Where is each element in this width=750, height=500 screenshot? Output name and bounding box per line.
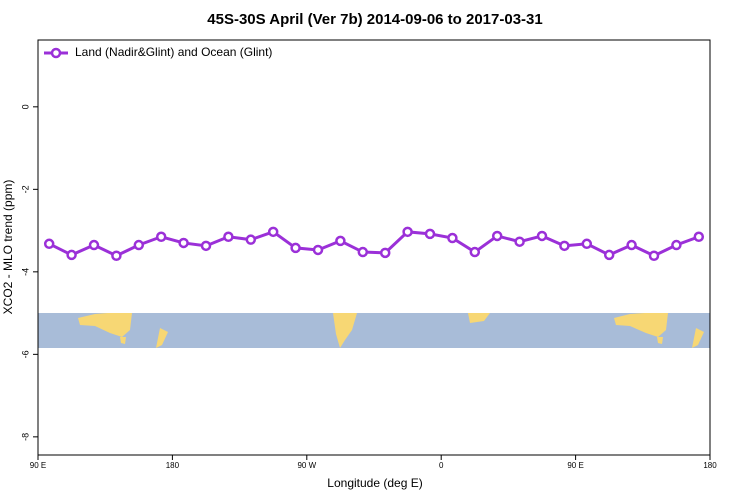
point bbox=[402, 226, 413, 238]
point bbox=[223, 231, 234, 243]
legend-label: Land (Nadir&Glint) and Ocean (Glint) bbox=[75, 45, 272, 59]
chart-title: 45S-30S April (Ver 7b) 2014-09-06 to 201… bbox=[207, 11, 542, 28]
point bbox=[648, 250, 660, 262]
point bbox=[581, 238, 593, 250]
point bbox=[200, 240, 212, 252]
point bbox=[626, 239, 637, 251]
plot-frame bbox=[37, 39, 711, 456]
point bbox=[693, 231, 705, 243]
point bbox=[603, 249, 615, 261]
x-tick-label: 90 E bbox=[30, 461, 46, 470]
point bbox=[671, 239, 682, 251]
y-tick-label: -2 bbox=[20, 185, 30, 193]
point bbox=[178, 237, 189, 249]
point bbox=[155, 231, 167, 243]
map-strip bbox=[38, 313, 710, 348]
y-tick-label: -6 bbox=[20, 350, 30, 358]
x-tick-label: 90 W bbox=[297, 461, 316, 470]
series-line bbox=[48, 230, 700, 258]
point bbox=[312, 244, 324, 256]
y-tick-label: -4 bbox=[20, 268, 30, 276]
point bbox=[133, 239, 145, 251]
point bbox=[379, 247, 391, 259]
point bbox=[88, 239, 100, 251]
point bbox=[357, 246, 369, 258]
point bbox=[267, 226, 279, 238]
y-tick-label: -8 bbox=[20, 433, 30, 441]
point bbox=[43, 238, 55, 250]
x-tick-label: 180 bbox=[703, 461, 717, 470]
point bbox=[536, 230, 548, 242]
point bbox=[335, 235, 346, 247]
point bbox=[491, 230, 503, 242]
y-tick-label: 0 bbox=[20, 104, 30, 109]
y-axis-label: XCO2 - MLO trend (ppm) bbox=[1, 180, 15, 315]
point bbox=[559, 240, 570, 252]
point bbox=[66, 249, 77, 261]
point bbox=[447, 232, 458, 244]
x-tick-label: 180 bbox=[166, 461, 180, 470]
point bbox=[290, 242, 301, 254]
x-tick-label: 0 bbox=[439, 461, 444, 470]
legend-marker bbox=[50, 47, 62, 59]
point bbox=[424, 228, 436, 240]
x-axis-label: Longitude (deg E) bbox=[327, 476, 422, 490]
point bbox=[111, 250, 122, 262]
point bbox=[469, 246, 481, 258]
point bbox=[245, 234, 257, 245]
x-tick-label: 90 E bbox=[567, 461, 583, 470]
point bbox=[514, 236, 525, 247]
